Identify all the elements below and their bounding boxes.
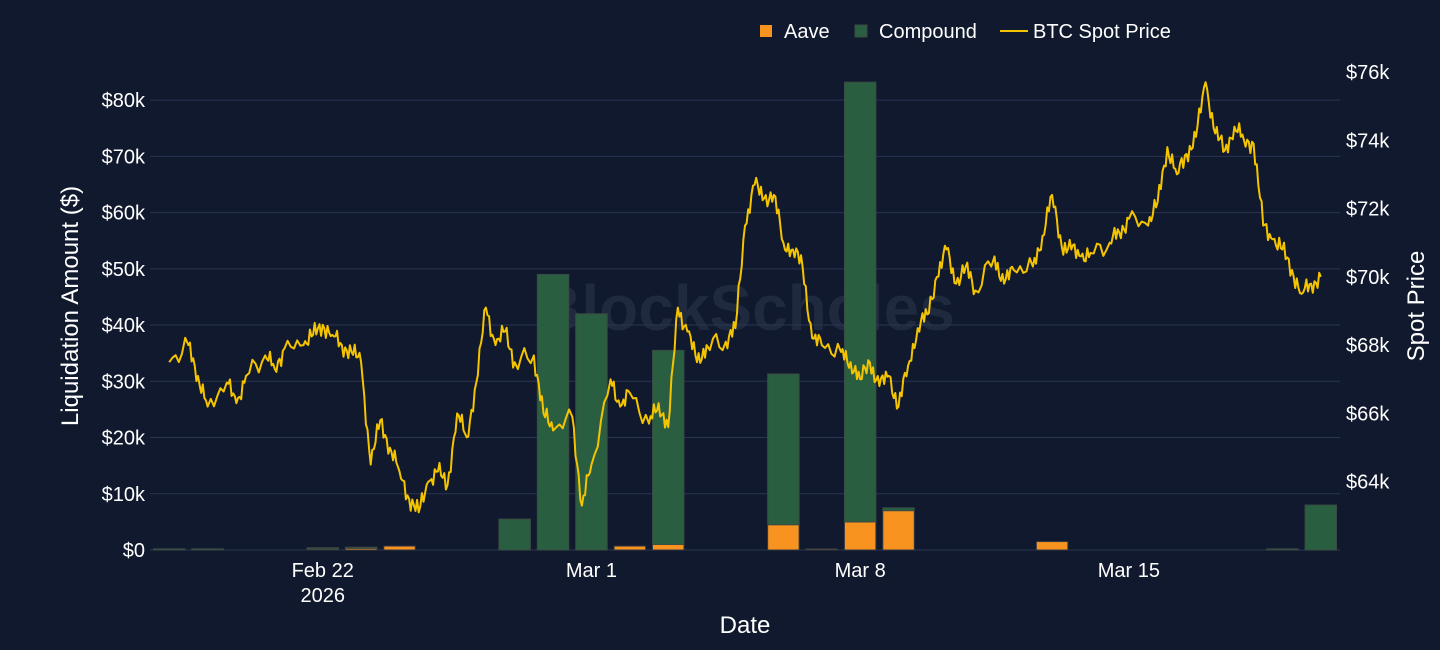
bar-aave[interactable] <box>882 510 915 551</box>
bar-aave[interactable] <box>613 545 647 551</box>
y2-tick-label: $76k <box>1346 62 1390 84</box>
bars <box>152 81 1338 551</box>
bar-compound[interactable] <box>767 373 800 526</box>
bar-compound[interactable] <box>882 507 915 512</box>
y-tick-label: $20k <box>102 428 146 450</box>
y-tick-label: $60k <box>102 203 146 225</box>
y-tick-label: $80k <box>102 90 146 112</box>
y2-tick-label: $74k <box>1346 130 1390 152</box>
legend-item-btc-spot-price[interactable]: BTC Spot Price <box>1000 21 1171 43</box>
y2-tick-label: $64k <box>1346 472 1390 494</box>
legend-swatch-compound <box>854 24 868 38</box>
x-axis-ticks: Feb 22 2026 Mar 1 Mar 8 Mar 15 <box>292 560 1160 607</box>
bar-compound[interactable] <box>1304 504 1338 551</box>
bar-compound[interactable] <box>306 547 339 550</box>
y2-axis-title: Spot Price <box>1403 251 1430 362</box>
y-tick-label: $30k <box>102 371 146 393</box>
y-tick-label: $40k <box>102 315 146 337</box>
y2-tick-label: $66k <box>1346 403 1390 425</box>
legend: Aave Compound BTC Spot Price <box>760 21 1171 43</box>
legend-swatch-aave <box>760 25 772 37</box>
y2-axis-ticks: $64k $66k $68k $70k $72k $74k $76k <box>1346 62 1390 494</box>
bar-compound[interactable] <box>651 349 685 545</box>
bar-aave[interactable] <box>843 521 877 551</box>
bar-compound[interactable] <box>575 313 608 551</box>
x-tick-label: Feb 22 <box>292 560 354 582</box>
bar-aave[interactable] <box>767 524 800 551</box>
legend-label-btc-spot-price: BTC Spot Price <box>1033 21 1171 43</box>
y-tick-label: $70k <box>102 146 146 168</box>
bar-aave[interactable] <box>383 545 416 551</box>
gridlines <box>150 99 1340 551</box>
y-tick-label: $10k <box>102 484 146 506</box>
x-tick-label: Mar 8 <box>835 560 886 582</box>
x-tick-sublabel: 2026 <box>300 585 345 607</box>
btc-spot-price-line[interactable] <box>168 81 1322 514</box>
y-axis-title: Liquidation Amount ($) <box>57 186 84 426</box>
bar-compound[interactable] <box>1266 548 1299 551</box>
bar-compound[interactable] <box>191 548 224 551</box>
y-tick-label: $50k <box>102 259 146 281</box>
legend-label-aave: Aave <box>784 21 830 43</box>
legend-label-compound: Compound <box>879 21 977 43</box>
bar-compound[interactable] <box>498 518 531 551</box>
x-axis-title: Date <box>720 612 771 639</box>
btc-line-layer <box>168 81 1322 514</box>
legend-item-aave[interactable]: Aave <box>760 21 830 43</box>
bar-aave[interactable] <box>651 543 685 551</box>
bar-compound[interactable] <box>536 273 570 551</box>
bar-aave[interactable] <box>1035 541 1069 551</box>
y2-tick-label: $72k <box>1346 199 1390 221</box>
y-tick-label: $0 <box>123 540 145 562</box>
y2-tick-label: $70k <box>1346 267 1390 289</box>
y2-tick-label: $68k <box>1346 335 1390 357</box>
bar-compound[interactable] <box>152 548 186 551</box>
x-tick-label: Mar 1 <box>566 560 617 582</box>
bar-compound[interactable] <box>344 546 378 549</box>
bar-compound[interactable] <box>843 81 877 523</box>
x-tick-label: Mar 15 <box>1098 560 1160 582</box>
y-axis-ticks: $0 $10k $20k $30k $40k $50k $60k $70k $80k <box>102 90 146 562</box>
legend-item-compound[interactable]: Compound <box>854 21 977 43</box>
bar-aave[interactable] <box>805 548 839 551</box>
